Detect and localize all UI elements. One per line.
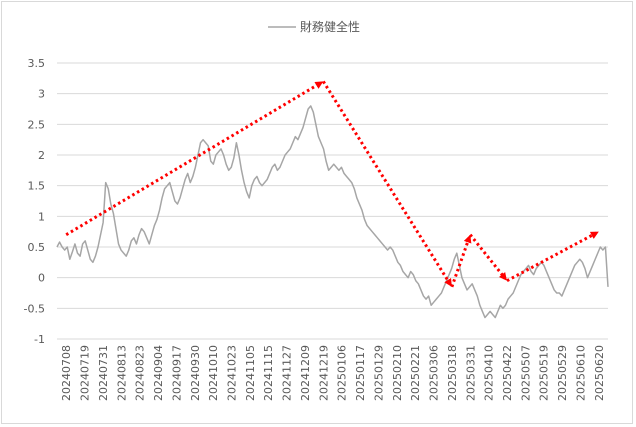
x-tick-label: 20250410 (483, 345, 496, 401)
x-tick-label: 20250331 (464, 345, 477, 401)
y-tick-label: 2 (38, 149, 45, 162)
x-tick-label: 20241023 (225, 345, 238, 401)
x-tick-label: 20241105 (244, 345, 257, 401)
x-tick-label: 20250507 (519, 345, 532, 401)
legend-label: 財務健全性 (300, 19, 360, 34)
x-tick-label: 20250529 (556, 345, 569, 401)
x-tick-label: 20241127 (281, 345, 294, 401)
x-tick-label: 20250221 (409, 345, 422, 401)
trend-arrow (469, 233, 507, 281)
x-tick-label: 20241010 (207, 345, 220, 401)
gridlines (57, 62, 608, 340)
x-tick-label: 20250306 (428, 345, 441, 401)
x-tick-label: 20250620 (593, 345, 606, 401)
y-tick-label: 1 (38, 210, 45, 223)
x-tick-label: 20250422 (501, 345, 514, 401)
x-tick-label: 20241219 (317, 345, 330, 401)
x-tick-label: 20240930 (189, 345, 202, 401)
y-tick-label: 0.5 (28, 241, 46, 254)
y-tick-label: 0 (38, 272, 45, 285)
y-tick-label: 2.5 (28, 118, 46, 131)
y-axis-ticks: 3.5 3 2.5 2 1.5 1 0.5 0 -0.5 -1 (24, 57, 45, 346)
x-tick-label: 20250610 (574, 345, 587, 401)
y-tick-label: -0.5 (24, 302, 45, 315)
x-tick-label: 20250210 (391, 345, 404, 401)
series-line (56, 105, 609, 319)
x-tick-label: 20240904 (152, 345, 165, 401)
y-tick-label: 1.5 (28, 180, 46, 193)
x-tick-label: 20241209 (299, 345, 312, 401)
x-tick-label: 20240813 (115, 345, 128, 401)
x-axis-ticks: 20240708 20240719 20240731 20240813 20240823… (60, 345, 606, 401)
y-tick-label: -1 (34, 333, 45, 346)
x-tick-label: 20250519 (538, 345, 551, 401)
x-tick-label: 20240823 (134, 345, 147, 401)
trend-arrow (65, 81, 324, 237)
x-tick-label: 20250129 (372, 345, 385, 401)
series-layer (56, 105, 609, 319)
x-tick-label: 20240708 (60, 345, 73, 401)
legend: 財務健全性 (268, 19, 360, 34)
trend-arrow (450, 234, 472, 288)
x-tick-label: 20240917 (170, 345, 183, 401)
y-tick-label: 3.5 (28, 57, 46, 70)
x-tick-label: 20250117 (354, 345, 367, 401)
x-tick-label: 20240731 (97, 345, 110, 401)
x-tick-label: 20240719 (79, 345, 92, 401)
annotations-layer (65, 80, 599, 288)
trend-arrow (322, 80, 452, 287)
trend-arrow (506, 231, 599, 283)
y-tick-label: 3 (38, 88, 45, 101)
x-tick-label: 20241115 (262, 345, 275, 401)
x-tick-label: 20250106 (336, 345, 349, 401)
x-tick-label: 20250318 (446, 345, 459, 401)
